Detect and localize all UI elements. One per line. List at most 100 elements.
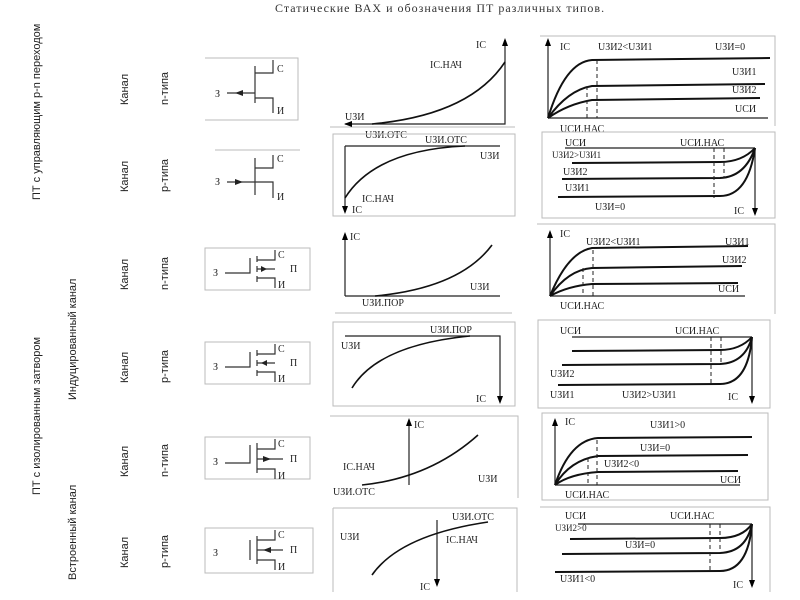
axis-label: UСИ xyxy=(718,284,739,295)
axis-label: UЗИ2<UЗИ1 xyxy=(586,237,641,248)
channel-label: Канал xyxy=(119,352,131,383)
axis-label: IС.НАЧ xyxy=(343,462,375,473)
axis-label: UСИ.НАС xyxy=(560,124,605,135)
output-characteristic-row3: IC UЗИ2<UЗИ1 UЗИ1 UЗИ2 UСИ UСИ.НАС xyxy=(537,223,776,314)
axis-label: И xyxy=(277,192,284,203)
axis-label: UЗИ2>0 xyxy=(555,523,587,533)
axis-label: UСИ xyxy=(565,138,586,149)
channel-label: Канал xyxy=(119,259,131,290)
axis-label: UЗИ xyxy=(470,282,489,293)
jfet-p-symbol: С И З xyxy=(215,149,300,203)
axis-label: UЗИ.ОТС xyxy=(333,487,375,498)
axis-label: UЗИ1<0 xyxy=(560,574,595,585)
axis-label: И xyxy=(277,106,284,117)
axis-label: UЗИ1 xyxy=(725,237,749,248)
output-characteristic-row6: UСИ UСИ.НАС UЗИ2>0 UЗИ=0 UЗИ1<0 IC xyxy=(540,506,771,592)
group-builtin-label: Встроенный канал xyxy=(67,485,79,580)
axis-label: IC xyxy=(734,206,744,217)
transfer-characteristic-row3: IC UЗИ UЗИ.ПОР xyxy=(335,232,512,314)
axis-label: С xyxy=(278,530,285,541)
axis-label: IC xyxy=(733,580,743,591)
transfer-characteristic-row4: UЗИ.ПОР UЗИ IC xyxy=(332,321,516,407)
transfer-characteristic-row6: UЗИ UЗИ.ОТС IС.НАЧ IC xyxy=(332,507,518,593)
axis-label: IC xyxy=(565,417,575,428)
axis-label: П xyxy=(290,454,297,465)
axis-label: UЗИ=0 xyxy=(595,202,625,213)
axis-label: IC xyxy=(414,420,424,431)
axis-label: UЗИ.ПОР xyxy=(430,325,472,336)
row-labels: Канал n-типа Канал p-типа Канал n-типа К… xyxy=(119,71,171,568)
transfer-characteristic-row1: IC IС.НАЧ UЗИ UЗИ.ОТС xyxy=(330,38,515,141)
axis-label: UЗИ1 xyxy=(732,67,756,78)
axis-label: UЗИ2 xyxy=(550,369,574,380)
axis-label: С xyxy=(277,154,284,165)
axis-label: UЗИ=0 xyxy=(625,540,655,551)
axis-label: С xyxy=(278,250,285,261)
axis-label: З xyxy=(215,177,220,188)
mosfet-builtin-p-symbol: С И П З xyxy=(204,527,314,574)
output-characteristic-row5: IC UЗИ1>0 UЗИ=0 UЗИ2<0 UСИ UСИ.НАС xyxy=(541,412,769,501)
axis-label: UЗИ xyxy=(345,112,364,123)
axis-label: З xyxy=(213,548,218,559)
transfer-characteristic-row2: UЗИ.ОТС UЗИ IС.НАЧ IC xyxy=(332,133,516,217)
axis-label: IC xyxy=(476,394,486,405)
axis-label: UЗИ1 xyxy=(565,183,589,194)
axis-label: UСИ xyxy=(720,475,741,486)
output-characteristic-row4: UСИ UСИ.НАС UЗИ2 UЗИ1 UЗИ2>UЗИ1 IC xyxy=(537,319,771,409)
axis-label: UЗИ xyxy=(478,474,497,485)
output-characteristic-row2: UСИ UСИ.НАС UЗИ2>UЗИ1 UЗИ2 UЗИ1 UЗИ=0 IC xyxy=(541,131,776,219)
axis-label: UЗИ.ПОР xyxy=(362,298,404,309)
axis-label: З xyxy=(213,268,218,279)
axis-label: UСИ xyxy=(560,326,581,337)
axis-label: IC xyxy=(560,42,570,53)
page-title: Статические ВАХ и обозначения ПТ различн… xyxy=(275,1,605,15)
axis-label: И xyxy=(278,471,285,482)
group-induced-label: Индуцированный канал xyxy=(67,279,79,400)
axis-label: З xyxy=(213,362,218,373)
channel-label: Канал xyxy=(119,161,131,192)
output-characteristic-row1: IC UЗИ2<UЗИ1 UЗИ=0 UЗИ1 UЗИ2 UСИ UСИ.НАС xyxy=(540,35,776,135)
axis-label: UЗИ xyxy=(340,532,359,543)
axis-label: UЗИ=0 xyxy=(715,42,745,53)
axis-label: UЗИ2<0 xyxy=(604,459,639,470)
channel-label: Канал xyxy=(119,74,131,105)
mosfet-induced-n-symbol: С И П З xyxy=(204,247,311,291)
axis-label: И xyxy=(278,562,285,573)
axis-label: UСИ xyxy=(565,511,586,522)
axis-label: UЗИ2 xyxy=(732,85,756,96)
axis-label: UЗИ1 xyxy=(550,390,574,401)
axis-label: З xyxy=(215,89,220,100)
channel-label: Канал xyxy=(119,446,131,477)
axis-label: UСИ.НАС xyxy=(565,490,610,501)
axis-label: IС.НАЧ xyxy=(430,60,462,71)
axis-label: IC xyxy=(420,582,430,593)
axis-label: IС.НАЧ xyxy=(362,194,394,205)
channel-type-label: n-типа xyxy=(159,256,171,290)
mosfet-builtin-n-symbol: С И П З xyxy=(204,436,311,482)
axis-label: С xyxy=(277,64,284,75)
axis-label: UСИ xyxy=(735,104,756,115)
axis-label: IC xyxy=(350,232,360,243)
channel-label: Канал xyxy=(119,537,131,568)
axis-label: UСИ.НАС xyxy=(680,138,725,149)
axis-label: И xyxy=(278,280,285,291)
axis-label: С xyxy=(278,439,285,450)
group-mosfet-label: ПТ с изолированным затвором xyxy=(31,337,43,495)
axis-label: IС.НАЧ xyxy=(446,535,478,546)
axis-label: IC xyxy=(476,40,486,51)
axis-label: З xyxy=(213,457,218,468)
axis-label: UЗИ1>0 xyxy=(650,420,685,431)
axis-label: UСИ.НАС xyxy=(675,326,720,337)
jfet-n-symbol: С И З xyxy=(205,57,299,121)
channel-type-label: n-типа xyxy=(159,443,171,477)
transfer-characteristic-row5: IС.НАЧ IC UЗИ UЗИ.ОТС xyxy=(330,415,519,498)
channel-type-label: p-типа xyxy=(159,349,171,383)
axis-label: UЗИ xyxy=(480,151,499,162)
axis-label: UЗИ=0 xyxy=(640,443,670,454)
axis-label: UЗИ2>UЗИ1 xyxy=(552,150,601,160)
axis-label: П xyxy=(290,358,297,369)
mosfet-induced-p-symbol: С И П З xyxy=(204,341,311,385)
axis-label: UЗИ.ОТС xyxy=(452,512,494,523)
axis-label: UСИ.НАС xyxy=(560,301,605,312)
